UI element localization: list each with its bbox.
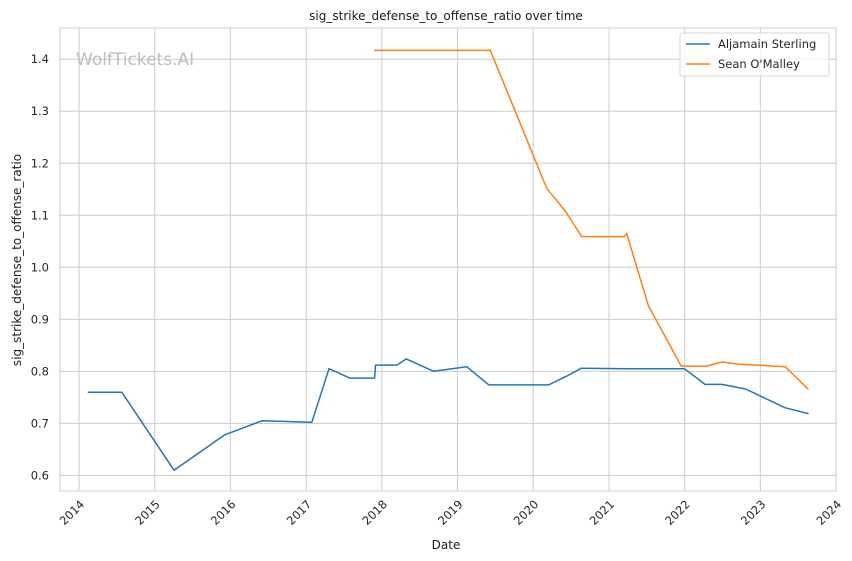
legend-label-aljamain-sterling: Aljamain Sterling bbox=[718, 37, 816, 51]
plot-area bbox=[59, 27, 837, 492]
y-tick-labels: 0.6 0.7 0.8 0.9 1.0 1.1 1.2 1.3 1.4 bbox=[31, 52, 49, 482]
y-tick-label-0-8: 0.8 bbox=[31, 364, 49, 378]
legend: Aljamain Sterling Sean O'Malley bbox=[679, 32, 830, 77]
legend-label-sean-omalley: Sean O'Malley bbox=[718, 57, 800, 71]
y-tick-label-1-0: 1.0 bbox=[31, 260, 49, 274]
y-tick-label-0-7: 0.7 bbox=[31, 416, 49, 430]
chart-title: sig_strike_defense_to_offense_ratio over… bbox=[309, 9, 583, 23]
series-line-aljamain-sterling bbox=[87, 358, 809, 471]
y-tick-label-1-1: 1.1 bbox=[31, 208, 49, 222]
y-tick-label-1-2: 1.2 bbox=[31, 156, 49, 170]
legend-box bbox=[679, 32, 830, 77]
series-line-sean-o-malley bbox=[374, 49, 809, 390]
y-tick-label-1-3: 1.3 bbox=[31, 104, 49, 118]
y-tick-label-1-4: 1.4 bbox=[31, 52, 49, 66]
watermark-text: WolfTickets.AI bbox=[76, 50, 194, 70]
series-layer bbox=[87, 49, 809, 471]
x-gridlines bbox=[78, 28, 837, 491]
x-axis-title: Date bbox=[432, 538, 461, 552]
y-axis-title: sig_strike_defense_to_offense_ratio bbox=[10, 154, 24, 366]
y-tick-label-0-9: 0.9 bbox=[31, 312, 49, 326]
y-tick-label-0-6: 0.6 bbox=[31, 468, 49, 482]
